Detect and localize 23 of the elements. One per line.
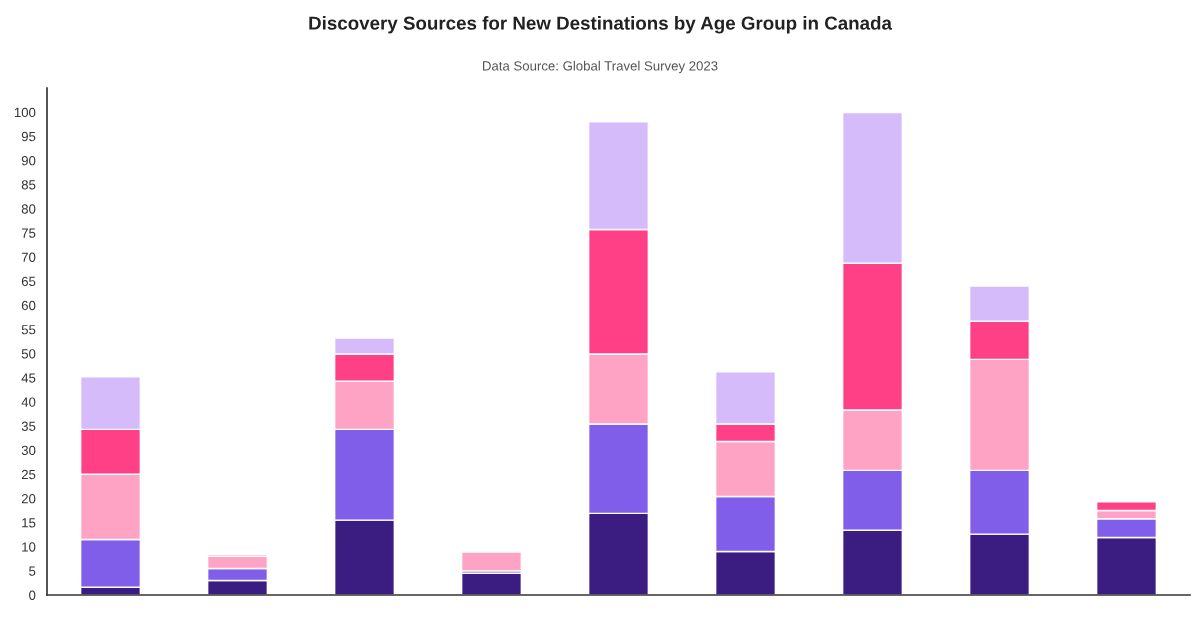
y-tick-label: 85 bbox=[21, 180, 36, 190]
y-tick-label: 80 bbox=[21, 204, 36, 214]
y-tick-label: 70 bbox=[21, 252, 36, 262]
y-tick-label: 75 bbox=[21, 228, 36, 238]
y-tick-label: 15 bbox=[22, 518, 36, 528]
y-tick-label: 45 bbox=[21, 373, 36, 383]
y-tick-label: 65 bbox=[21, 276, 36, 287]
y-tick-label: 5 bbox=[29, 566, 36, 576]
y-tick-label: 10 bbox=[22, 542, 36, 552]
y-tick-label: 90 bbox=[21, 156, 36, 166]
y-tick-label: 100 bbox=[14, 107, 36, 118]
y-tick-label: 40 bbox=[21, 397, 36, 407]
chart-title: Discovery Sources for New Destinations by Age Group in Canada bbox=[309, 16, 893, 34]
y-tick-label: 0 bbox=[29, 590, 36, 600]
y-tick-label: 50 bbox=[21, 349, 36, 359]
y-tick-label: 30 bbox=[21, 445, 36, 456]
y-tick-label: 55 bbox=[21, 325, 36, 335]
y-tick-label: 60 bbox=[21, 300, 36, 311]
chart-subtitle: Data Source: Global Travel Survey 2023 bbox=[483, 60, 718, 74]
y-tick-label: 25 bbox=[21, 469, 36, 480]
y-tick-label: 20 bbox=[21, 494, 36, 504]
y-tick-label: 95 bbox=[21, 131, 36, 142]
y-tick-label: 35 bbox=[21, 421, 36, 431]
